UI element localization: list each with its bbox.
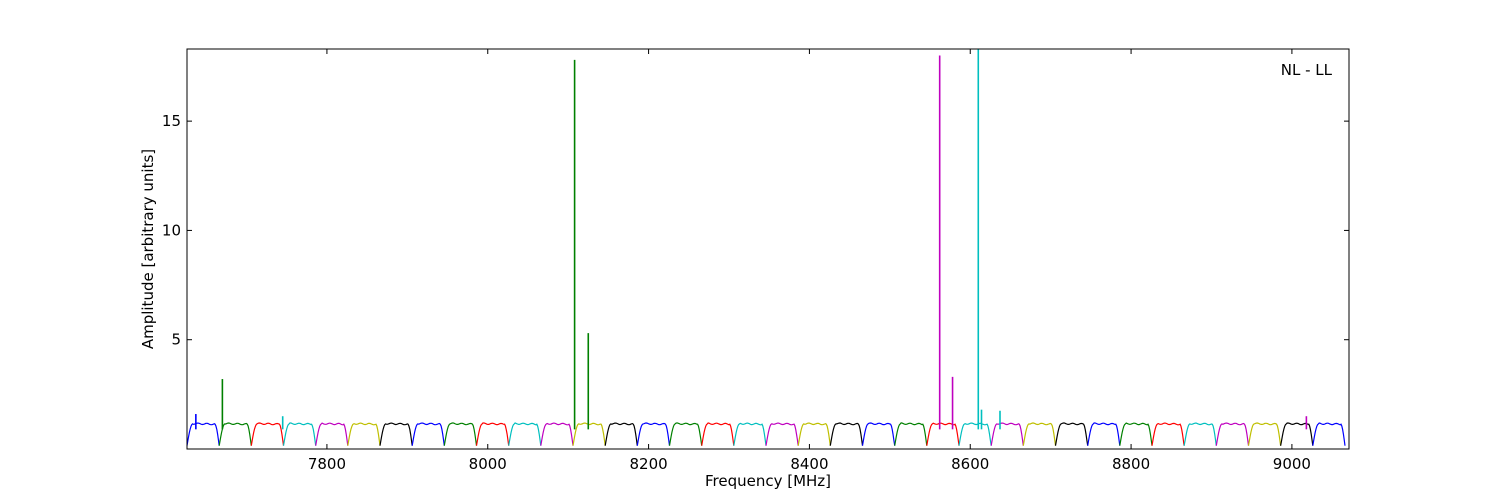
band-trace xyxy=(636,422,671,446)
plot-frame xyxy=(186,48,1350,450)
band-trace xyxy=(861,422,896,446)
band-trace xyxy=(411,422,445,446)
band-trace xyxy=(668,422,703,446)
y-axis-ticks: 5 10 15 xyxy=(162,112,1349,349)
y-tick-label: 15 xyxy=(162,112,181,130)
y-tick-label: 5 xyxy=(171,331,181,349)
x-tick-label: 8000 xyxy=(469,455,507,473)
baseline-annotation: NL - LL xyxy=(1281,61,1333,79)
band-trace xyxy=(1022,422,1057,446)
x-axis-label: Frequency [MHz] xyxy=(705,472,831,490)
band-trace xyxy=(701,422,735,446)
band-trace xyxy=(218,422,252,446)
band-trace xyxy=(443,422,478,446)
band-trace xyxy=(1280,422,1314,446)
band-trace xyxy=(1312,422,1346,446)
band-trace xyxy=(1054,422,1089,446)
band-trace xyxy=(540,422,574,446)
series-layer xyxy=(186,422,1346,446)
x-tick-label: 8400 xyxy=(790,455,828,473)
x-tick-label: 8600 xyxy=(951,455,989,473)
band-trace xyxy=(186,422,220,446)
band-trace xyxy=(508,422,542,446)
spike-layer xyxy=(195,49,1308,430)
band-trace xyxy=(797,422,831,446)
band-trace xyxy=(1183,422,1217,446)
band-trace xyxy=(765,422,799,446)
band-trace xyxy=(829,422,864,446)
band-trace xyxy=(379,422,413,446)
band-trace xyxy=(250,422,285,446)
band-trace xyxy=(1087,422,1121,446)
band-trace xyxy=(894,422,928,446)
band-trace xyxy=(733,422,767,446)
y-tick-label: 10 xyxy=(162,221,181,239)
band-trace xyxy=(604,422,638,446)
x-tick-label: 8800 xyxy=(1112,455,1150,473)
band-trace xyxy=(1119,422,1153,446)
band-trace xyxy=(572,422,606,446)
band-trace xyxy=(475,422,510,446)
band-trace xyxy=(315,422,349,446)
band-trace xyxy=(282,422,317,446)
band-trace xyxy=(347,422,381,446)
band-trace xyxy=(1151,422,1185,446)
x-tick-label: 9000 xyxy=(1273,455,1311,473)
band-trace xyxy=(926,422,960,446)
y-axis-label: Amplitude [arbitrary units] xyxy=(139,149,157,349)
x-tick-label: 7800 xyxy=(308,455,346,473)
band-trace xyxy=(990,422,1024,446)
x-tick-label: 8200 xyxy=(629,455,667,473)
band-trace xyxy=(1215,422,1250,446)
band-trace xyxy=(958,422,992,446)
band-trace xyxy=(1247,422,1282,446)
x-axis-ticks: 7800 8000 8200 8400 8600 8800 9000 xyxy=(308,49,1311,473)
